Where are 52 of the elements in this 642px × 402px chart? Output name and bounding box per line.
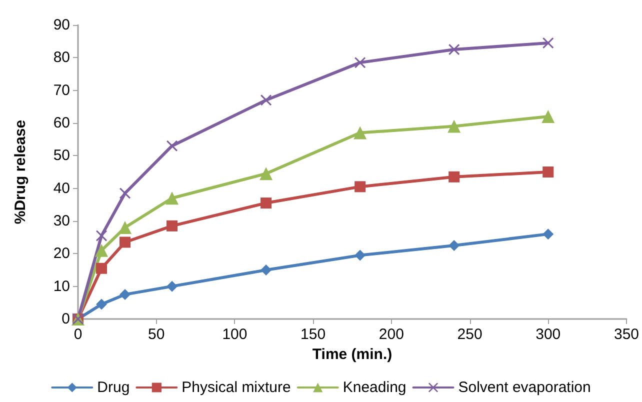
point xyxy=(166,280,178,292)
y-tick-label: 80 xyxy=(53,49,70,66)
point xyxy=(96,298,108,310)
point xyxy=(96,262,108,274)
y-tick-label: 90 xyxy=(53,16,70,34)
point xyxy=(166,192,179,205)
point xyxy=(95,244,108,257)
point xyxy=(166,140,178,152)
y-tick-label: 30 xyxy=(53,212,70,230)
legend-label: Solvent evaporation xyxy=(458,379,591,396)
point xyxy=(542,37,554,48)
point xyxy=(260,167,273,180)
point xyxy=(448,171,460,182)
point xyxy=(448,240,460,251)
point xyxy=(120,289,131,300)
point xyxy=(542,166,554,178)
y-tick-label: 70 xyxy=(53,82,70,99)
y-tick-label: 0 xyxy=(62,310,70,328)
point xyxy=(542,228,554,240)
y-tick-label: 50 xyxy=(53,147,70,164)
x-tick-label: 150 xyxy=(300,326,326,343)
x-tick-label: 300 xyxy=(536,326,561,343)
point xyxy=(354,126,367,140)
point xyxy=(354,57,366,68)
x-tick-label: 250 xyxy=(457,326,482,343)
point xyxy=(166,220,178,232)
y-tick-label: 20 xyxy=(53,245,70,262)
x-tick-label: 50 xyxy=(148,326,165,343)
point xyxy=(118,221,132,234)
point xyxy=(120,236,131,248)
point xyxy=(260,264,272,276)
point xyxy=(448,44,460,55)
legend-label: Physical mixture xyxy=(182,379,291,396)
point xyxy=(260,198,272,209)
point xyxy=(542,110,555,123)
point xyxy=(448,120,461,133)
y-axis-title: %Drug release xyxy=(12,120,29,224)
point xyxy=(354,181,366,192)
x-tick-label: 0 xyxy=(74,326,82,343)
legend-label: Drug xyxy=(97,379,130,396)
point xyxy=(120,188,131,199)
legend-label: Kneading xyxy=(342,379,406,396)
x-tick-label: 100 xyxy=(222,326,248,343)
y-tick-label: 60 xyxy=(53,114,70,132)
point xyxy=(354,250,366,261)
y-tick-label: 10 xyxy=(53,278,70,295)
x-tick-label: 200 xyxy=(378,326,404,343)
y-tick-label: 40 xyxy=(53,180,70,197)
point xyxy=(96,230,108,242)
x-axis-title: Time (min.) xyxy=(312,346,392,363)
point xyxy=(260,94,272,106)
x-tick-label: 350 xyxy=(614,326,639,343)
